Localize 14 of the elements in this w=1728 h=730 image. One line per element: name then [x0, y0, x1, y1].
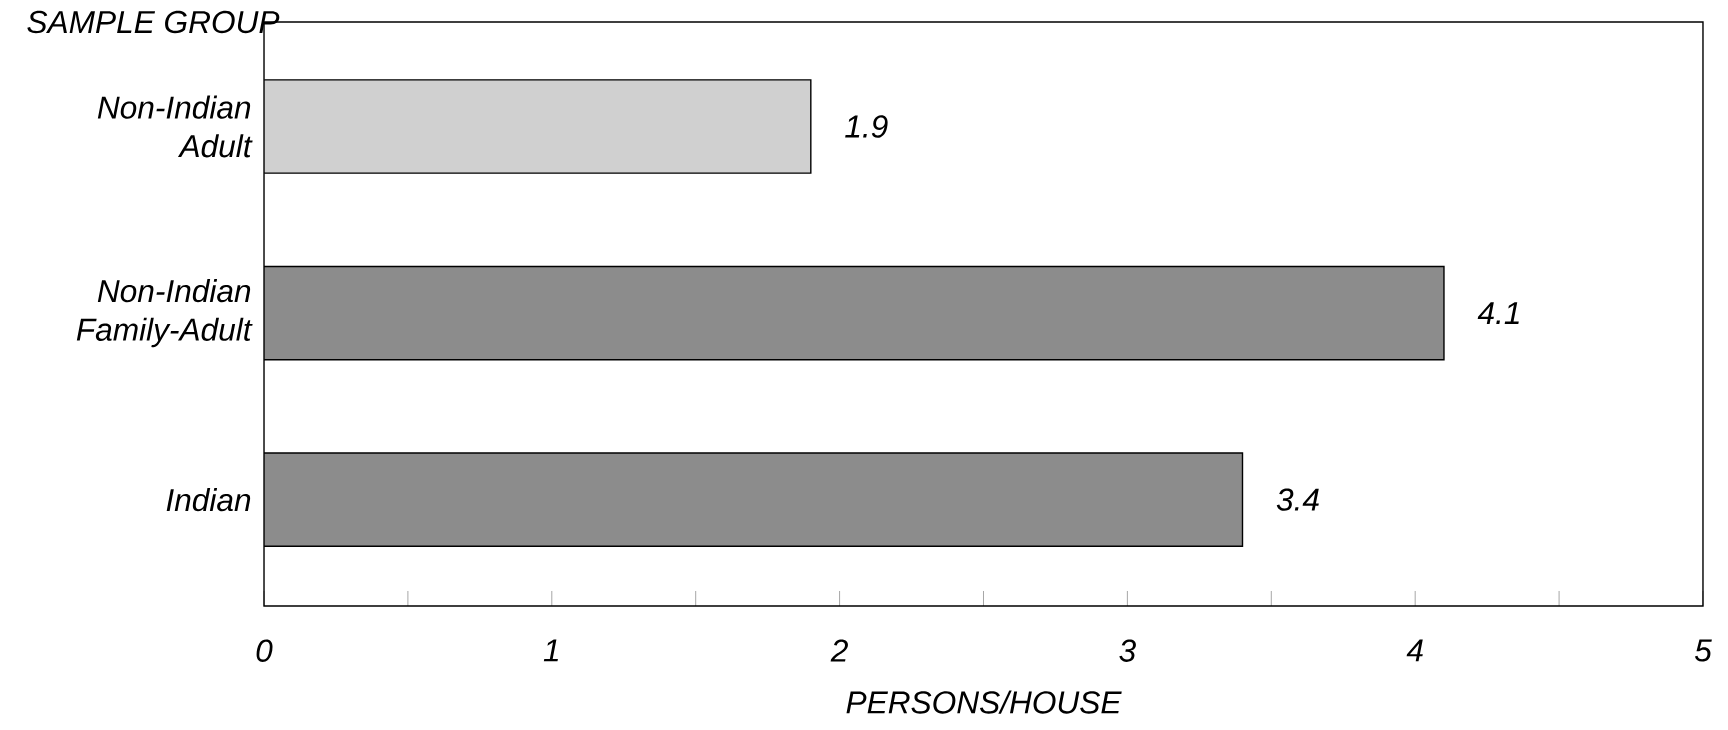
y-tick-label: Indian	[166, 488, 251, 512]
y-axis-title: SAMPLE GROUP	[27, 10, 280, 34]
data-label: 3.4	[1276, 488, 1319, 511]
x-tick-label: 0	[256, 639, 273, 662]
data-label: 4.1	[1477, 302, 1519, 324]
x-tick-label: 5	[1694, 639, 1712, 662]
x-tick-label: 3	[1119, 639, 1136, 662]
x-tick-label: 4	[1406, 639, 1423, 662]
y-tick-label: Non-Indian Family-Adult	[76, 278, 253, 348]
x-tick-label: 2	[830, 639, 848, 662]
x-tick-label: 1	[543, 639, 558, 662]
y-tick-label: Non-Indian Adult	[97, 95, 253, 158]
x-axis-title: PERSONS/HOUSE	[846, 690, 1122, 714]
data-label: 1.9	[845, 115, 888, 138]
